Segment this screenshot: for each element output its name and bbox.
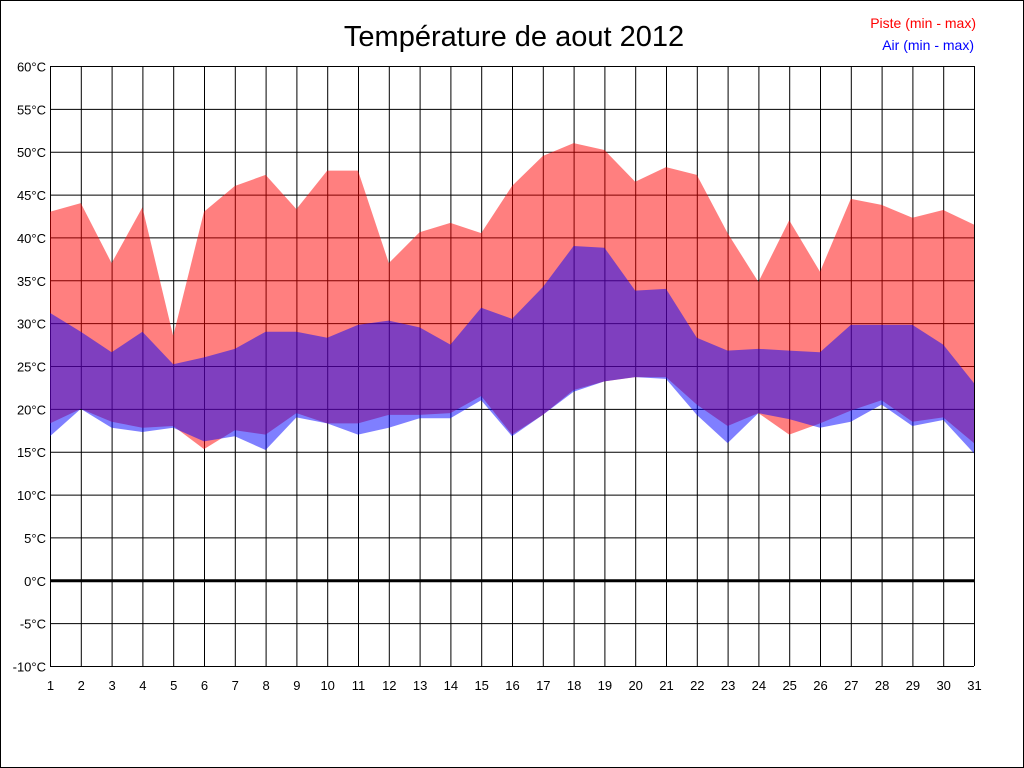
x-tick-label: 31 bbox=[967, 678, 981, 693]
x-tick-label: 5 bbox=[170, 678, 177, 693]
x-tick-label: 2 bbox=[78, 678, 85, 693]
x-tick-label: 24 bbox=[752, 678, 766, 693]
chart-title: Température de aout 2012 bbox=[344, 21, 684, 53]
x-tick-label: 6 bbox=[201, 678, 208, 693]
y-tick-label: 60°C bbox=[17, 60, 46, 75]
y-tick-label: 20°C bbox=[17, 402, 46, 417]
x-tick-label: 28 bbox=[875, 678, 889, 693]
x-tick-label: 12 bbox=[382, 678, 396, 693]
y-tick-label: 40°C bbox=[17, 231, 46, 246]
x-tick-label: 30 bbox=[936, 678, 950, 693]
x-tick-label: 3 bbox=[108, 678, 115, 693]
y-tick-label: 15°C bbox=[17, 445, 46, 460]
x-tick-label: 21 bbox=[659, 678, 673, 693]
x-tick-label: 29 bbox=[906, 678, 920, 693]
x-tick-label: 11 bbox=[352, 678, 366, 693]
y-tick-label: -10°C bbox=[13, 660, 46, 675]
area-air bbox=[50, 246, 974, 454]
x-tick-label: 10 bbox=[320, 678, 334, 693]
x-tick-label: 13 bbox=[413, 678, 427, 693]
x-tick-label: 22 bbox=[690, 678, 704, 693]
y-tick-label: 55°C bbox=[17, 102, 46, 117]
x-tick-label: 7 bbox=[232, 678, 239, 693]
x-tick-label: 1 bbox=[47, 678, 54, 693]
x-tick-label: 8 bbox=[262, 678, 269, 693]
legend-air: Air (min - max) bbox=[882, 37, 974, 53]
x-tick-label: 25 bbox=[782, 678, 796, 693]
x-tick-label: 27 bbox=[844, 678, 858, 693]
y-tick-label: 25°C bbox=[17, 360, 46, 375]
x-tick-label: 4 bbox=[139, 678, 146, 693]
x-tick-label: 14 bbox=[444, 678, 458, 693]
x-tick-label: 19 bbox=[598, 678, 612, 693]
legend-piste: Piste (min - max) bbox=[870, 15, 976, 31]
y-tick-label: 50°C bbox=[17, 145, 46, 160]
axes: -10°C -5°C 0°C 5°C 10°C 15°C 20°C 25°C 30°C 35°C 4… bbox=[13, 60, 982, 694]
x-tick-label: 18 bbox=[567, 678, 581, 693]
x-tick-label: 20 bbox=[628, 678, 642, 693]
series-areas bbox=[50, 143, 974, 454]
y-tick-label: 35°C bbox=[17, 274, 46, 289]
x-tick-label: 17 bbox=[536, 678, 550, 693]
y-tick-label: 5°C bbox=[24, 531, 46, 546]
x-tick-label: 26 bbox=[813, 678, 827, 693]
x-tick-label: 16 bbox=[505, 678, 519, 693]
x-tick-label: 15 bbox=[474, 678, 488, 693]
x-tick-label: 23 bbox=[721, 678, 735, 693]
y-tick-label: 0°C bbox=[24, 574, 46, 589]
y-tick-label: 10°C bbox=[17, 488, 46, 503]
y-tick-label: -5°C bbox=[20, 617, 46, 632]
x-tick-label: 9 bbox=[293, 678, 300, 693]
y-tick-label: 30°C bbox=[17, 317, 46, 332]
y-tick-label: 45°C bbox=[17, 188, 46, 203]
